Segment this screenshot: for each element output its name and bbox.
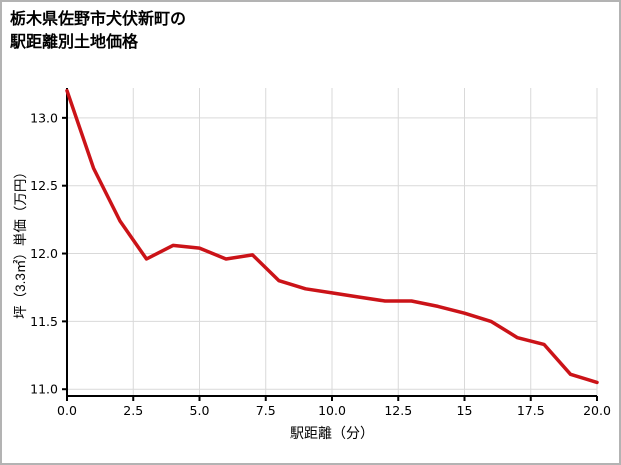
y-tick-label: 11.5 [30, 314, 58, 329]
y-tick-label: 12.0 [30, 246, 58, 261]
price-line-series [65, 88, 599, 385]
x-axis-label: 駅距離（分） [290, 425, 374, 441]
x-tick-label: 10.0 [318, 403, 346, 418]
x-tick-label: 12.5 [384, 403, 412, 418]
y-tick-labels: 11.0 11.5 12.0 12.5 13.0 [30, 110, 58, 396]
x-tick-label: 7.5 [256, 403, 276, 418]
x-tick-label: 17.5 [517, 403, 545, 418]
x-tick-labels: 0.0 2.5 5.0 7.5 10.0 12.5 15 17.5 20.0 [57, 403, 611, 418]
x-tick-label: 20.0 [583, 403, 611, 418]
x-tick-label: 5.0 [190, 403, 210, 418]
y-tick-label: 11.0 [30, 382, 58, 397]
x-tick-label: 0.0 [57, 403, 77, 418]
x-tick-label: 15 [457, 403, 473, 418]
page-title-line2: 駅距離別土地価格 [10, 34, 139, 52]
axes [62, 88, 598, 401]
y-tick-label: 13.0 [30, 110, 58, 125]
page-title: 栃木県佐野市犬伏新町の 駅距離別土地価格 [10, 8, 186, 54]
page-title-line1: 栃木県佐野市犬伏新町の [10, 11, 187, 28]
y-tick-label: 12.5 [30, 178, 58, 193]
gridlines [66, 88, 598, 396]
x-tick-label: 2.5 [123, 403, 143, 418]
